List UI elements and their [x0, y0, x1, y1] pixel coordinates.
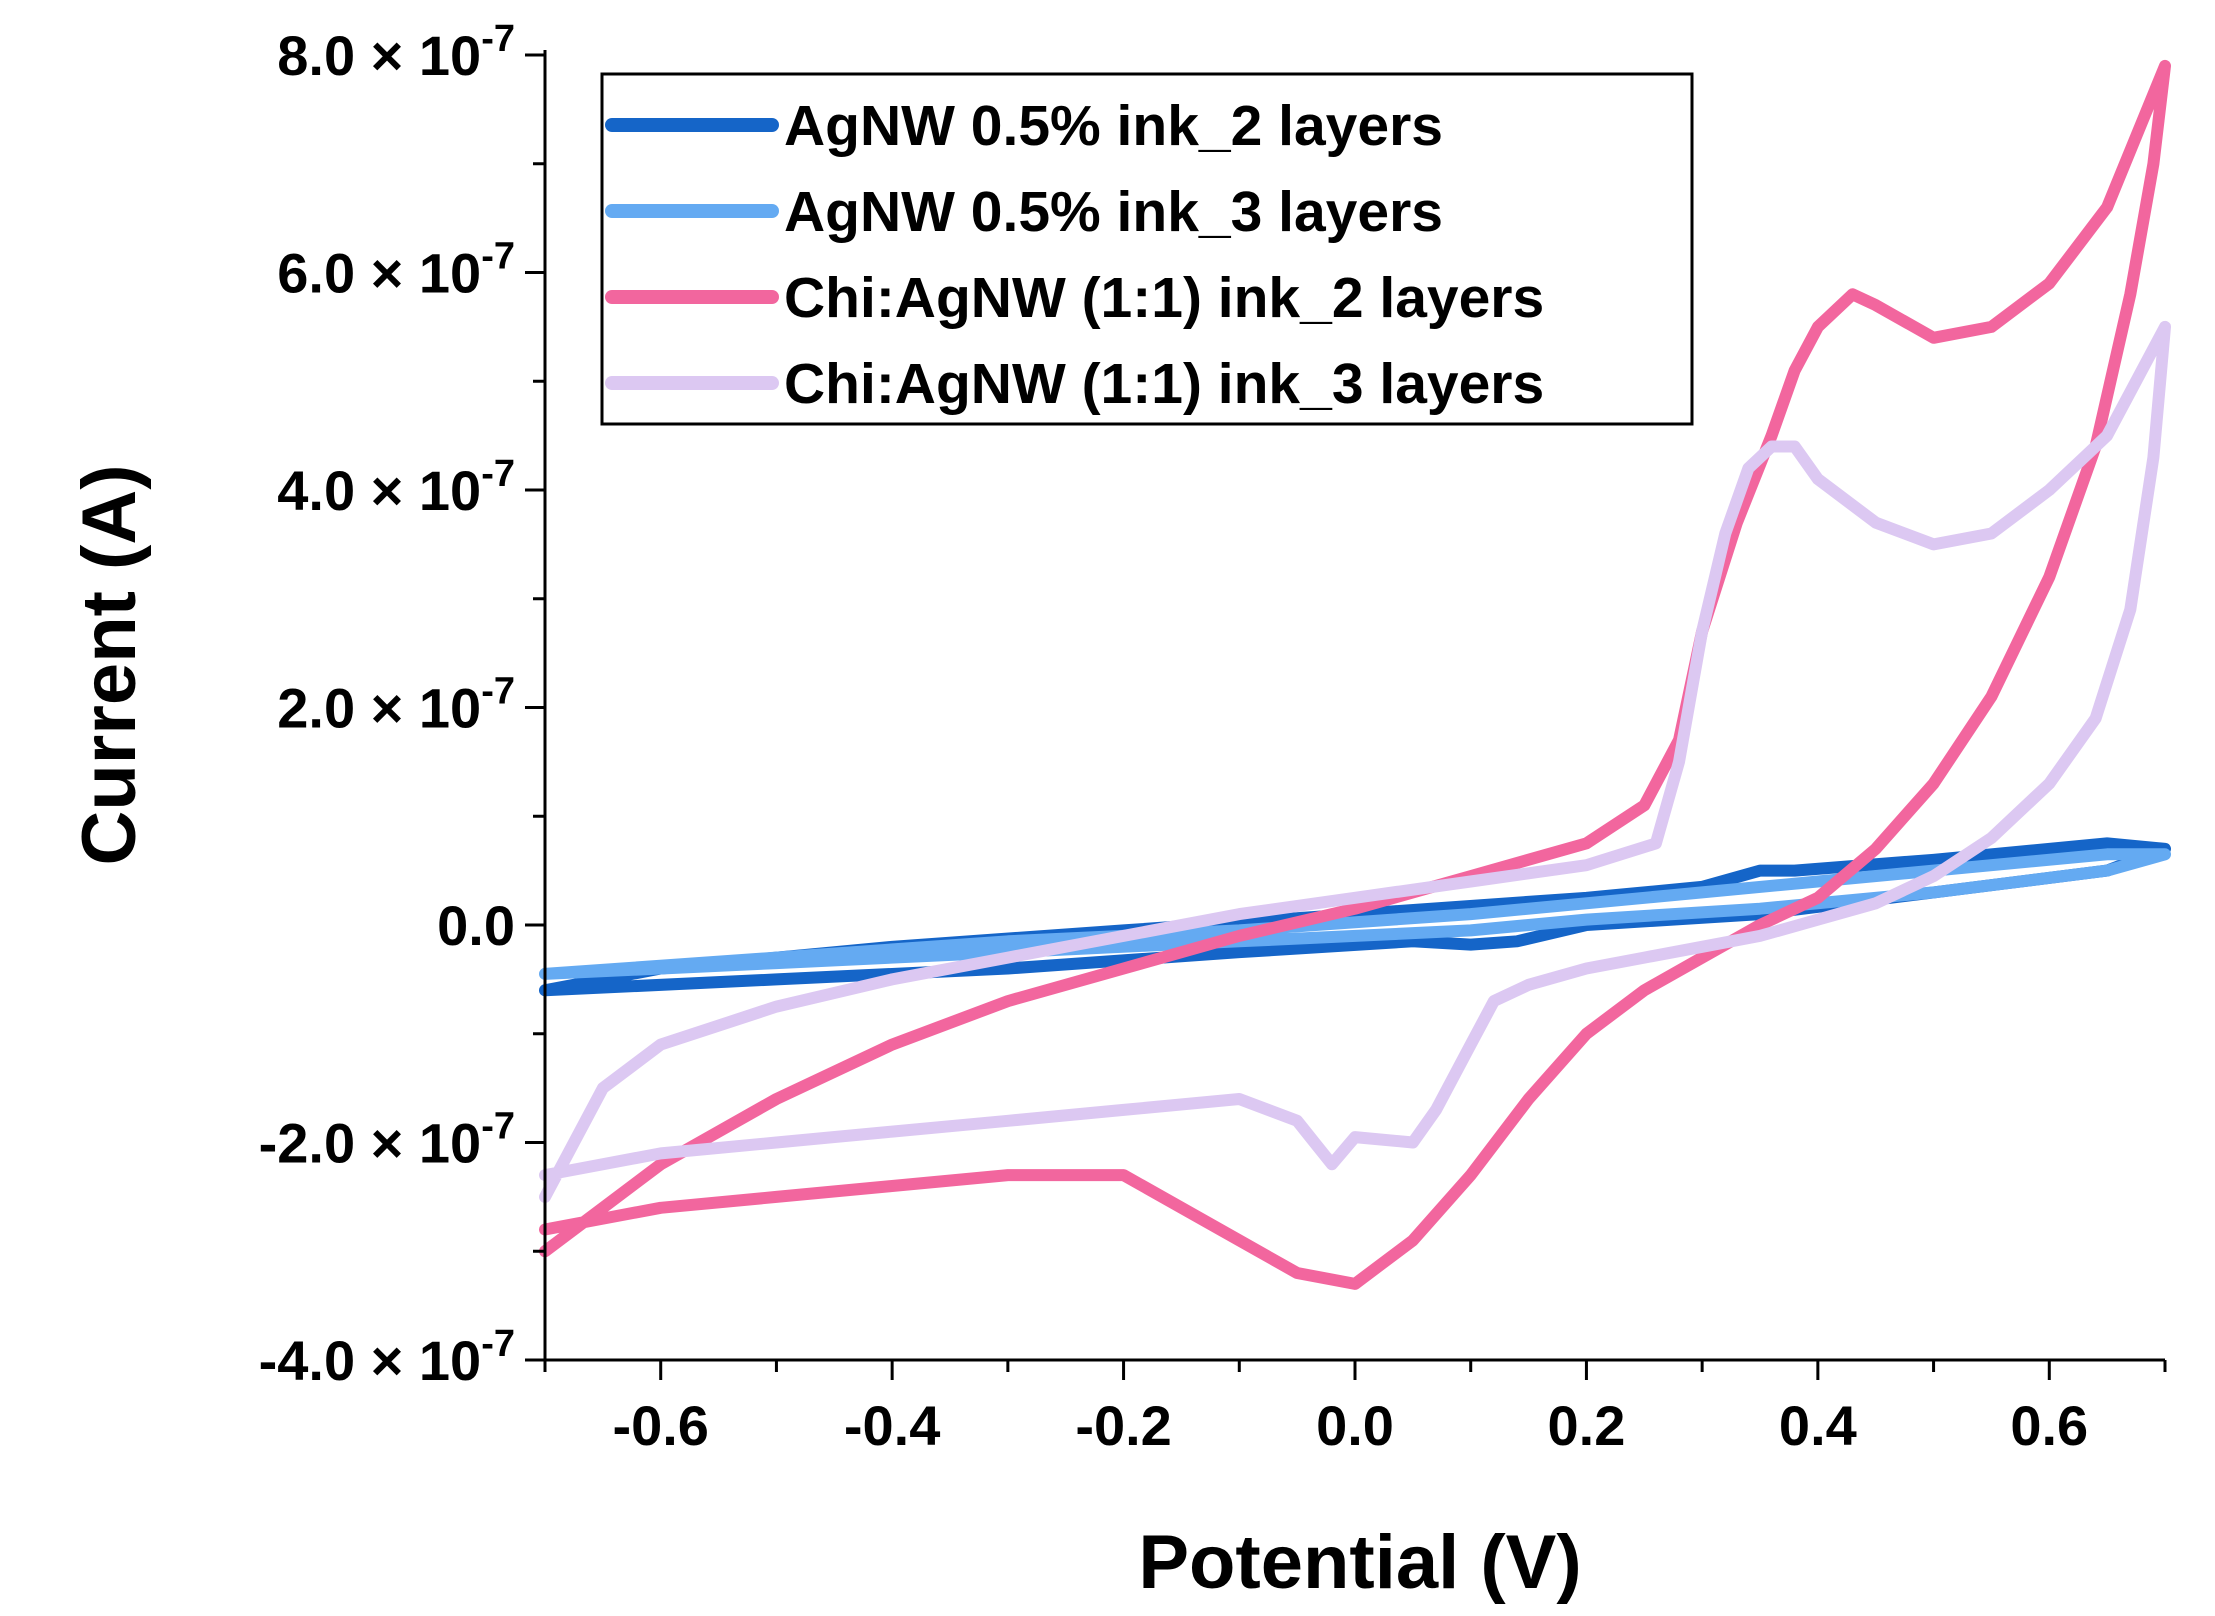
y-tick-exponent: -7	[481, 1323, 515, 1365]
x-tick-label: 0.0	[1316, 1394, 1394, 1457]
y-tick-mantissa: 6.0 × 10	[277, 242, 481, 305]
y-tick-exponent: -7	[481, 1106, 515, 1148]
y-tick-exponent: -7	[481, 236, 515, 278]
legend-label-2: AgNW 0.5% ink_3 layers	[784, 180, 1443, 244]
legend-label-4: Chi:AgNW (1:1) ink_3 layers	[784, 352, 1544, 416]
tick-labels: -0.6 -0.4 -0.2 0.0 0.2 0.4 0.6-4.0 × 10-7-2.0 …	[259, 18, 2089, 1457]
y-tick-exponent: -7	[481, 671, 515, 713]
legend-label-1: AgNW 0.5% ink_2 layers	[784, 94, 1443, 158]
y-axis-title: Current (A)	[67, 464, 152, 865]
y-tick-mantissa: 8.0 × 10	[277, 24, 481, 87]
y-tick-mantissa: -2.0 × 10	[259, 1112, 482, 1175]
y-tick-mantissa: -4.0 × 10	[259, 1329, 482, 1392]
y-tick-exponent: -7	[481, 18, 515, 60]
series-4	[539, 320, 2171, 1203]
y-tick-mantissa: 0.0	[437, 894, 515, 957]
y-tick-label: 0.0	[437, 894, 515, 957]
x-tick-label: -0.2	[1075, 1394, 1172, 1457]
x-tick-label: -0.6	[612, 1394, 709, 1457]
legend: AgNW 0.5% ink_2 layers AgNW 0.5% ink_3 la…	[600, 72, 1694, 426]
legend-label-3: Chi:AgNW (1:1) ink_2 layers	[784, 266, 1544, 330]
y-tick-mantissa: 2.0 × 10	[277, 677, 481, 740]
y-tick-label: -4.0 × 10-7	[259, 1323, 515, 1392]
x-axis-title: Potential (V)	[1138, 1520, 1581, 1605]
y-tick-label: -2.0 × 10-7	[259, 1106, 515, 1175]
y-tick-label: 8.0 × 10-7	[277, 18, 515, 87]
y-tick-exponent: -7	[481, 453, 515, 495]
y-tick-label: 6.0 × 10-7	[277, 236, 515, 305]
x-tick-label: 0.4	[1779, 1394, 1857, 1457]
axes	[525, 50, 2167, 1380]
x-tick-label: 0.6	[2010, 1394, 2088, 1457]
x-tick-label: 0.2	[1547, 1394, 1625, 1457]
y-tick-mantissa: 4.0 × 10	[277, 459, 481, 522]
series-line-4	[539, 320, 2171, 1203]
legend-box	[600, 72, 1694, 426]
y-tick-label: 2.0 × 10-7	[277, 671, 515, 740]
series-line-3	[539, 59, 2171, 1290]
series-3	[539, 59, 2171, 1290]
series-layer	[539, 59, 2171, 1290]
y-tick-label: 4.0 × 10-7	[277, 453, 515, 522]
x-tick-label: -0.4	[844, 1394, 941, 1457]
